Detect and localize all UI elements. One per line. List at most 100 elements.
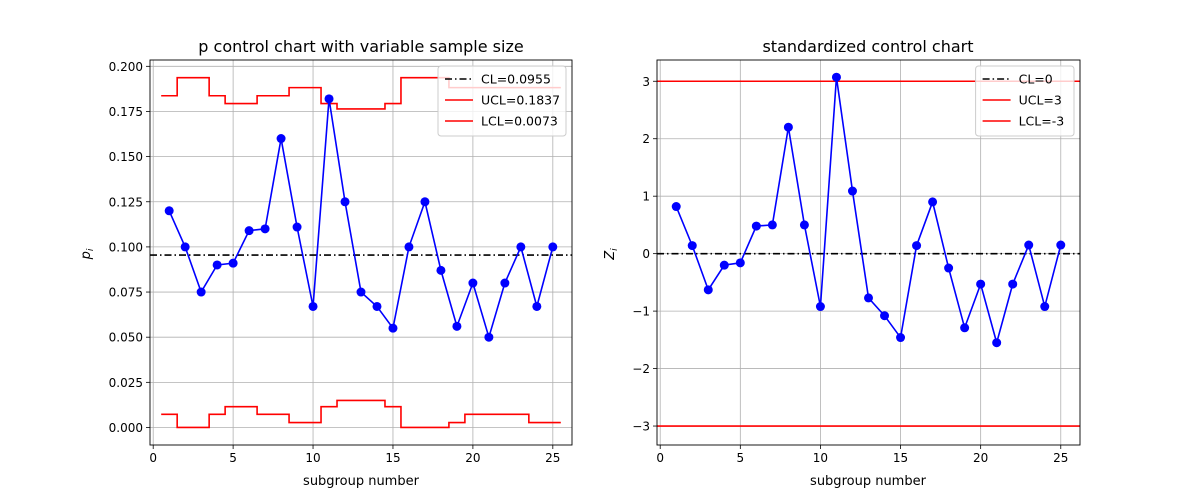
z-data-point: [992, 338, 1002, 348]
z-y-tick-label: 1: [642, 190, 650, 204]
p-data-point: [308, 301, 318, 311]
z-chart-y-axis-label: Zi: [603, 248, 620, 261]
p-y-tick-label: 0.125: [109, 195, 143, 209]
z-x-tick-label: 0: [656, 451, 664, 465]
z-y-tick-label: −3: [632, 420, 650, 434]
p-data-point: [276, 134, 286, 144]
p-data-point: [324, 94, 334, 104]
p-y-tick-label: 0.025: [109, 376, 143, 390]
p-lcl-step-line: [161, 399, 561, 429]
z-data-point: [847, 186, 857, 196]
p-x-tick-label: 25: [545, 451, 560, 465]
z-data-point: [719, 260, 729, 270]
z-x-tick-label: 10: [813, 451, 828, 465]
z-data-point: [1040, 302, 1050, 312]
p-data-point: [372, 301, 382, 311]
p-legend-ucl-label: UCL=0.1837: [481, 93, 560, 108]
z-chart-y-axis-label-sub: i: [610, 248, 620, 251]
p-data-point: [532, 301, 542, 311]
p-x-tick-label: 20: [465, 451, 480, 465]
p-data-point: [212, 260, 222, 270]
p-data-point: [484, 332, 494, 342]
z-data-point: [815, 302, 825, 312]
p-data-point: [164, 206, 174, 216]
z-chart-legend: CL=0 UCL=3 LCL=-3: [975, 65, 1075, 137]
p-chart-title: p control chart with variable sample siz…: [198, 37, 523, 56]
p-y-tick-label: 0.075: [109, 286, 143, 300]
z-data-point: [880, 311, 890, 321]
p-chart-axes: 0 5 10 15 20 25 0.000 0.025 0.050 0.075 0.100 0.125…: [109, 59, 573, 465]
p-data-point: [244, 226, 254, 236]
p-x-tick-label: 10: [305, 451, 320, 465]
z-x-tick-label: 20: [973, 451, 988, 465]
z-chart-panel: standardized control chart subgroup numb…: [603, 37, 1081, 489]
z-y-tick-label: −2: [632, 362, 650, 376]
p-chart-series: [164, 94, 558, 342]
z-data-point: [1056, 240, 1066, 250]
z-data-point: [944, 263, 954, 273]
z-data-point: [912, 241, 922, 251]
z-legend-lcl-label: LCL=-3: [1019, 114, 1065, 129]
p-y-tick-label: 0.200: [109, 60, 143, 74]
z-data-point: [783, 122, 793, 132]
z-data-point: [735, 258, 745, 268]
z-data-point: [767, 220, 777, 230]
z-data-point: [976, 279, 986, 289]
p-y-tick-label: 0.050: [109, 331, 143, 345]
p-legend-cl-label: CL=0.0955: [481, 72, 551, 87]
z-chart-axes: 0 5 10 15 20 25 −3 −2 −1 0 1 2 3: [632, 59, 1081, 465]
z-y-tick-label: 3: [642, 75, 650, 89]
z-y-tick-label: 2: [642, 132, 650, 146]
p-data-point: [180, 242, 190, 252]
p-legend-lcl-label: LCL=0.0073: [481, 114, 558, 129]
z-legend-cl-label: CL=0: [1019, 72, 1053, 87]
p-data-point: [260, 224, 270, 234]
p-axes-frame: [149, 59, 573, 446]
z-chart-series: [671, 72, 1066, 348]
z-x-tick-label: 5: [736, 451, 744, 465]
z-y-tick-label: 0: [642, 247, 650, 261]
z-x-tick-label: 25: [1053, 451, 1068, 465]
p-data-point: [356, 287, 366, 297]
z-data-point: [960, 323, 970, 333]
z-data-point: [1008, 279, 1018, 289]
p-data-point: [420, 197, 430, 207]
p-chart-y-axis-label-main: p: [79, 251, 94, 260]
p-data-point: [340, 197, 350, 207]
z-chart-x-axis-label: subgroup number: [810, 474, 927, 489]
z-data-point: [671, 202, 681, 212]
p-data-point: [292, 222, 302, 232]
p-chart-panel: p control chart with variable sample siz…: [79, 37, 573, 489]
z-data-point: [896, 333, 906, 343]
z-data-point: [1024, 240, 1034, 250]
p-x-tick-label: 15: [385, 451, 400, 465]
p-data-point: [548, 242, 558, 252]
p-chart-x-axis-label: subgroup number: [303, 474, 420, 489]
p-data-point: [468, 278, 478, 288]
p-data-point: [388, 323, 398, 333]
p-y-tick-label: 0.175: [109, 105, 143, 119]
z-legend-box: [975, 65, 1075, 137]
z-y-tick-label: −1: [632, 305, 650, 319]
z-axes-frame: [656, 59, 1081, 446]
p-y-tick-label: 0.000: [109, 421, 143, 435]
p-data-point: [228, 258, 238, 268]
p-data-point: [500, 278, 510, 288]
p-legend-box: [437, 65, 567, 137]
p-data-point: [404, 242, 414, 252]
z-legend-ucl-label: UCL=3: [1019, 93, 1062, 108]
z-data-point: [703, 285, 713, 295]
p-y-tick-label: 0.100: [109, 240, 143, 254]
p-x-tick-label: 0: [149, 451, 157, 465]
p-y-tick-label: 0.150: [109, 150, 143, 164]
z-chart-title: standardized control chart: [762, 37, 973, 56]
z-data-point: [799, 220, 809, 230]
p-chart-y-axis-label: pi: [79, 248, 96, 260]
p-data-point: [516, 242, 526, 252]
p-data-point: [436, 265, 446, 275]
z-data-point: [864, 293, 873, 303]
p-chart-y-axis-label-sub: i: [86, 248, 96, 251]
z-data-point: [751, 221, 761, 231]
p-x-tick-label: 5: [229, 451, 237, 465]
